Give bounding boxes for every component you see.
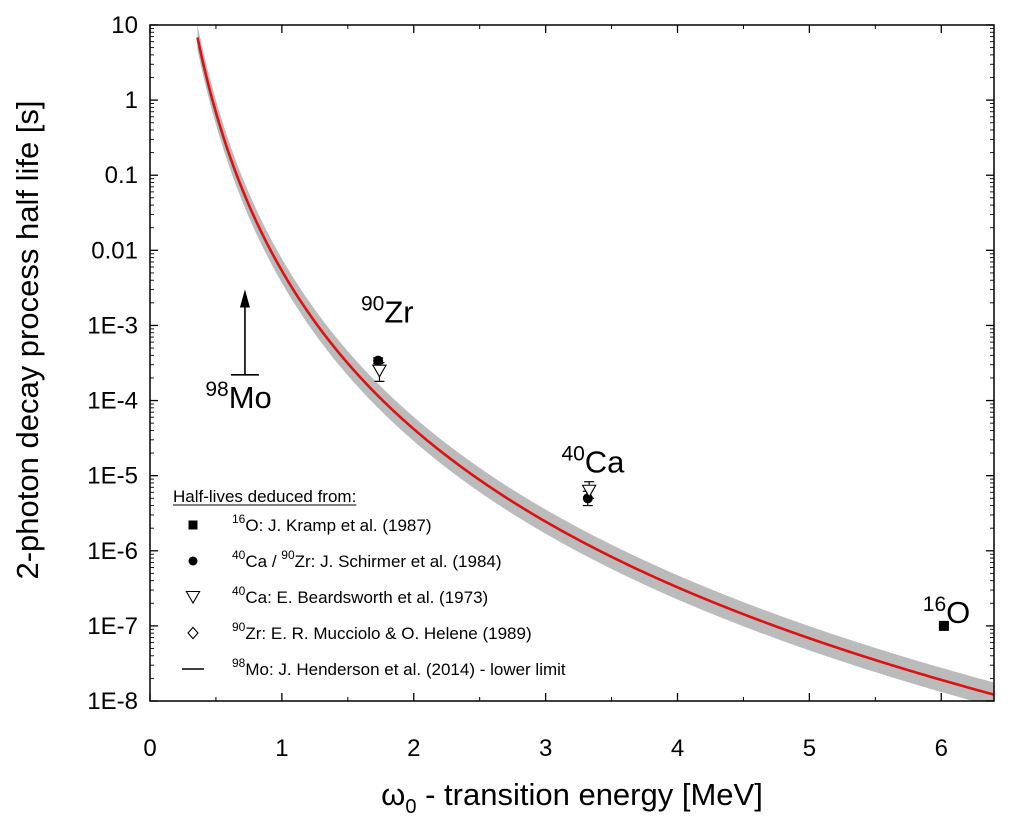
plot-frame	[149, 24, 995, 702]
legend-entry-text: Ca /	[245, 552, 281, 571]
x-tick-label: 4	[671, 735, 684, 762]
data-point-square	[938, 620, 949, 631]
legend-marker-triangle-down	[185, 590, 201, 605]
annotation-element: Ca	[585, 445, 625, 480]
y-tick-label: 10	[111, 12, 138, 39]
legend-mass-number: 40	[232, 584, 246, 598]
y-tick-label: 1E-4	[87, 388, 138, 415]
x-tick-label: 3	[539, 735, 552, 762]
legend-mass-number: 90	[232, 620, 246, 634]
x-axis-title-omega: ω	[381, 777, 405, 812]
y-tick-label: 1E-3	[87, 312, 138, 339]
annotation-mass-number: 40	[561, 443, 584, 466]
y-tick-label: 1E-8	[87, 688, 138, 715]
lower-limit-arrow-head	[239, 289, 250, 308]
x-tick-label: 5	[803, 735, 816, 762]
annotation-ca: 40Ca	[561, 443, 625, 480]
data-point-triangle-down	[371, 364, 388, 378]
theory-curve	[196, 37, 994, 696]
x-tick-label: 0	[143, 735, 156, 762]
x-tick-label: 1	[275, 735, 288, 762]
y-tick-label: 1	[125, 87, 138, 114]
annotation-mass-number: 90	[361, 292, 384, 315]
legend-entry: 90Zr: E. R. Mucciolo & O. Helene (1989)	[232, 620, 532, 643]
x-tick-label: 6	[935, 735, 948, 762]
x-axis-title: ω0 - transition energy [MeV]	[381, 777, 763, 818]
data-point-triangle-down	[581, 484, 597, 498]
legend-entry-text: Zr: J. Schirmer et al. (1984)	[295, 552, 502, 571]
annotation-element: Zr	[384, 294, 413, 329]
data-point-circle	[373, 355, 384, 366]
legend-entry-text: Mo: J. Henderson et al. (2014) - lower l…	[245, 660, 566, 679]
legend-marker-square	[188, 520, 198, 530]
annotation-o: 16O	[923, 593, 970, 630]
y-tick-label: 1E-5	[87, 463, 138, 490]
legend-mass-number: 90	[281, 548, 295, 562]
legend-mass-number: 40	[232, 548, 246, 562]
legend-entry: 16O: J. Kramp et al. (1987)	[232, 512, 432, 535]
uncertainty-band	[197, 25, 994, 701]
x-axis-title-rest: - transition energy [MeV]	[417, 777, 763, 812]
annotation-zr: 90Zr	[361, 292, 414, 329]
annotation-element: O	[946, 595, 970, 630]
y-tick-label: 1E-7	[87, 613, 138, 640]
y-axis-title: 2-photon decay process half life [s]	[10, 100, 45, 579]
annotation-mass-number: 98	[205, 378, 228, 401]
legend-entry-text: O: J. Kramp et al. (1987)	[245, 516, 431, 535]
legend-entry: 40Ca / 90Zr: J. Schirmer et al. (1984)	[232, 548, 502, 571]
legend-title: Half-lives deduced from:	[173, 487, 356, 506]
y-tick-label: 0.01	[91, 237, 138, 264]
x-tick-label: 2	[407, 735, 420, 762]
legend-entry-text: Ca: E. Beardsworth et al. (1973)	[245, 588, 488, 607]
legend-entry: 40Ca: E. Beardsworth et al. (1973)	[232, 584, 488, 607]
legend-marker-diamond	[187, 626, 199, 640]
legend-entry-text: Zr: E. R. Mucciolo & O. Helene (1989)	[245, 624, 531, 643]
y-tick-label: 1E-6	[87, 538, 138, 565]
legend-entry: 98Mo: J. Henderson et al. (2014) - lower…	[232, 656, 566, 679]
y-tick-label: 0.1	[105, 162, 138, 189]
x-axis-title-subscript: 0	[405, 796, 416, 818]
annotation-element: Mo	[229, 380, 272, 415]
legend-mass-number: 16	[232, 512, 246, 526]
annotation-mo: 98Mo	[205, 378, 271, 415]
annotation-mass-number: 16	[923, 593, 946, 616]
legend-mass-number: 98	[232, 656, 246, 670]
legend-marker-circle	[188, 556, 198, 566]
